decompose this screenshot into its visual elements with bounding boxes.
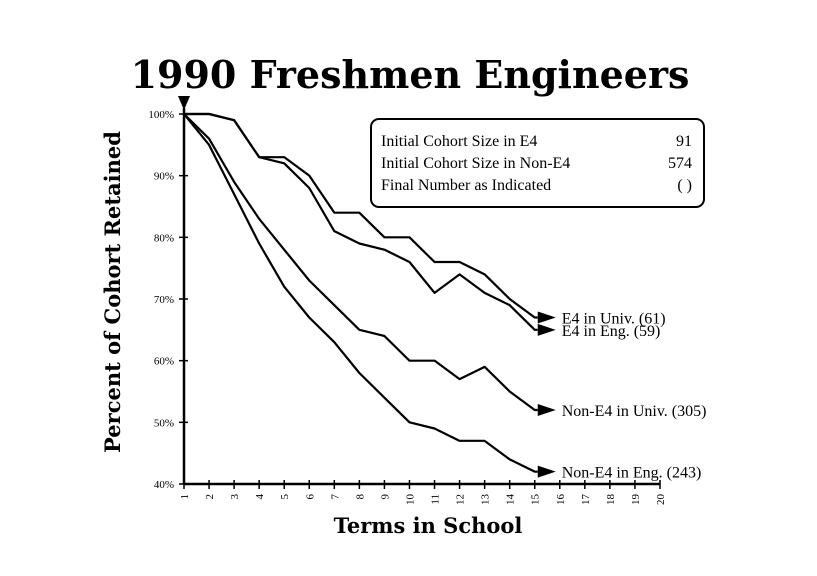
legend-row-value: 91 xyxy=(676,133,692,150)
x-tick-label: 10 xyxy=(404,494,416,506)
x-tick-label: 5 xyxy=(279,494,291,500)
x-tick-label: 11 xyxy=(430,494,442,505)
y-axis-arrow-marker xyxy=(178,96,190,110)
legend-row-value: 574 xyxy=(668,155,692,172)
series-line xyxy=(183,113,538,412)
x-tick-label: 20 xyxy=(655,494,667,506)
axes: 100%90%80%70%60%50%40%1 2 3 4 5 6 7 8 9 10 11 12 13 1… xyxy=(148,96,667,505)
x-tick-label: 17 xyxy=(580,494,592,506)
x-tick-label: 12 xyxy=(455,494,467,505)
series-layer: E4 in Univ. (61)E4 in Eng. (59) Non-E4 in… xyxy=(183,112,707,482)
y-tick-label: 60% xyxy=(154,356,174,368)
legend-row-label: Initial Cohort Size in E4 xyxy=(381,133,537,150)
x-tick-label: 16 xyxy=(555,494,567,506)
x-axis-label: Terms in School xyxy=(334,513,523,538)
series-label: Non-E4 in Eng. (243) xyxy=(562,465,702,482)
y-tick-label: 40% xyxy=(154,479,174,491)
legend-row-label: Final Number as Indicated xyxy=(381,177,551,194)
chart-title: 1990 Freshmen Engineers xyxy=(131,52,690,97)
series-arrow-marker xyxy=(537,323,556,336)
legend-row-value: ( ) xyxy=(677,177,692,194)
x-tick-label: 19 xyxy=(630,494,642,506)
x-tick-label: 15 xyxy=(530,494,542,506)
series-arrow-marker xyxy=(537,465,556,478)
x-tick-label: 2 xyxy=(204,494,216,500)
series-label: E4 in Eng. (59) xyxy=(562,323,661,340)
x-tick-label: 4 xyxy=(254,494,266,500)
legend-row-label: Initial Cohort Size in Non-E4 xyxy=(381,155,570,172)
y-tick-label: 50% xyxy=(154,417,174,429)
x-tick-label: 6 xyxy=(304,494,316,500)
x-tick-label: 1 xyxy=(179,494,191,500)
series-arrow-marker xyxy=(537,311,556,324)
y-tick-label: 80% xyxy=(154,232,174,244)
series-label: Non-E4 in Univ. (305) xyxy=(562,403,707,420)
series-arrow-marker xyxy=(537,404,556,416)
legend-box: Initial Cohort Size in E4 91 Initial Coh… xyxy=(370,118,705,208)
y-tick-label: 90% xyxy=(154,171,174,183)
x-tick-label: 7 xyxy=(329,494,341,500)
y-tick-label: 100% xyxy=(148,109,174,121)
y-axis-label: Percent of Cohort Retained xyxy=(100,131,125,453)
series-label: E4 in Univ. (61) xyxy=(562,311,666,328)
y-tick-label: 70% xyxy=(154,294,174,306)
series-line xyxy=(184,112,538,331)
x-tick-label: 9 xyxy=(379,494,391,500)
series-line xyxy=(183,113,538,473)
x-tick-label: 8 xyxy=(354,494,366,500)
x-tick-label: 14 xyxy=(505,494,517,506)
legend-frame xyxy=(370,118,705,208)
x-tick-label: 13 xyxy=(480,494,492,506)
x-tick-label: 3 xyxy=(229,494,241,500)
x-tick-label: 18 xyxy=(605,494,617,506)
